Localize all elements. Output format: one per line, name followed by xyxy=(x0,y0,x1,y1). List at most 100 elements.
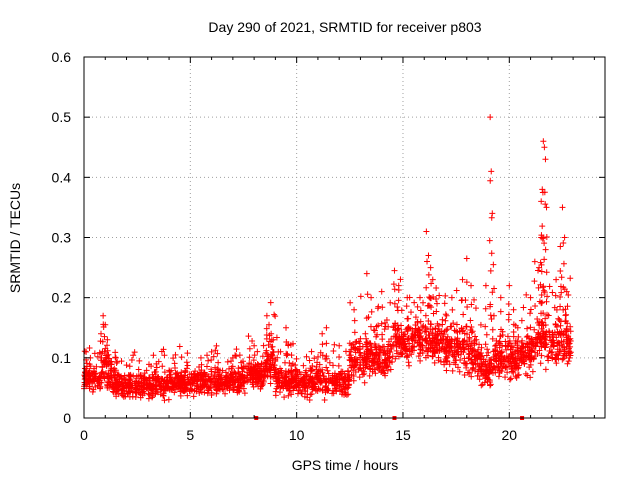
data-point xyxy=(141,370,148,377)
data-point xyxy=(462,360,469,367)
data-point xyxy=(208,356,215,363)
data-point xyxy=(539,284,546,291)
data-point xyxy=(331,341,338,348)
data-point xyxy=(154,373,161,380)
data-point xyxy=(91,350,98,357)
x-tick-label: 20 xyxy=(502,427,518,443)
data-point xyxy=(184,392,191,399)
data-point xyxy=(531,278,538,285)
data-point xyxy=(198,382,205,389)
data-point xyxy=(554,346,561,353)
data-point xyxy=(553,360,560,367)
data-point xyxy=(527,294,534,301)
data-point xyxy=(119,392,126,399)
data-point xyxy=(263,347,270,354)
data-point xyxy=(536,264,543,271)
data-point xyxy=(501,363,508,370)
data-point xyxy=(397,349,404,356)
data-point xyxy=(448,323,455,330)
data-point xyxy=(494,363,501,370)
data-point xyxy=(475,351,482,358)
data-point xyxy=(544,311,551,318)
data-point xyxy=(522,349,529,356)
data-point xyxy=(417,346,424,353)
data-point xyxy=(435,339,442,346)
data-point xyxy=(153,360,160,367)
data-point xyxy=(422,312,429,319)
y-tick-label: 0.3 xyxy=(52,230,72,246)
data-point xyxy=(125,381,132,388)
data-point xyxy=(207,384,214,391)
data-point xyxy=(497,340,504,347)
data-point xyxy=(451,353,458,360)
data-point xyxy=(249,337,256,344)
data-point xyxy=(476,341,483,348)
data-point xyxy=(502,364,509,371)
data-point xyxy=(538,352,545,359)
data-point xyxy=(126,393,133,400)
data-point xyxy=(434,346,441,353)
data-point xyxy=(565,291,572,298)
data-point xyxy=(514,353,521,360)
data-point xyxy=(96,349,103,356)
data-point xyxy=(220,386,227,393)
data-point xyxy=(412,314,419,321)
data-point xyxy=(268,330,275,337)
data-point xyxy=(224,377,231,384)
data-point xyxy=(269,343,276,350)
data-point xyxy=(561,234,568,241)
data-point xyxy=(476,376,483,383)
y-tick-label: 0 xyxy=(63,410,71,426)
x-axis-label: GPS time / hours xyxy=(292,457,399,473)
data-point xyxy=(481,379,488,386)
data-point xyxy=(330,362,337,369)
data-point xyxy=(250,383,257,390)
data-point xyxy=(472,333,479,340)
data-point xyxy=(389,353,396,360)
data-point xyxy=(434,300,441,307)
data-point xyxy=(229,369,236,376)
data-point xyxy=(276,369,283,376)
data-point xyxy=(345,391,352,398)
data-point xyxy=(254,348,261,355)
data-point xyxy=(372,370,379,377)
data-point xyxy=(468,324,475,331)
data-point xyxy=(101,359,108,366)
data-point xyxy=(391,267,398,274)
data-point xyxy=(380,365,387,372)
data-point xyxy=(337,382,344,389)
data-point xyxy=(435,354,442,361)
data-point xyxy=(182,367,189,374)
data-point xyxy=(546,283,553,290)
data-point xyxy=(528,348,535,355)
data-point xyxy=(141,373,148,380)
data-point xyxy=(368,294,375,301)
data-point xyxy=(158,377,165,384)
data-point xyxy=(563,343,570,350)
data-point xyxy=(428,280,435,287)
data-point xyxy=(382,372,389,379)
data-point xyxy=(97,383,104,390)
data-point xyxy=(417,307,424,314)
data-point xyxy=(535,284,542,291)
data-point xyxy=(553,306,560,313)
data-point xyxy=(214,365,221,372)
data-point xyxy=(423,284,430,291)
data-point xyxy=(297,378,304,385)
data-point xyxy=(510,306,517,313)
data-point xyxy=(204,386,211,393)
data-point xyxy=(371,359,378,366)
data-point xyxy=(514,347,521,354)
data-point xyxy=(285,392,292,399)
data-point xyxy=(113,393,120,400)
data-point xyxy=(510,344,517,351)
chart-title: Day 290 of 2021, SRMTID for receiver p80… xyxy=(208,19,481,35)
data-point xyxy=(130,352,137,359)
data-point xyxy=(159,363,166,370)
data-point xyxy=(322,383,329,390)
data-point xyxy=(425,271,432,278)
data-point xyxy=(471,354,478,361)
data-point xyxy=(250,364,257,371)
data-point xyxy=(98,350,105,357)
data-point xyxy=(314,359,321,366)
